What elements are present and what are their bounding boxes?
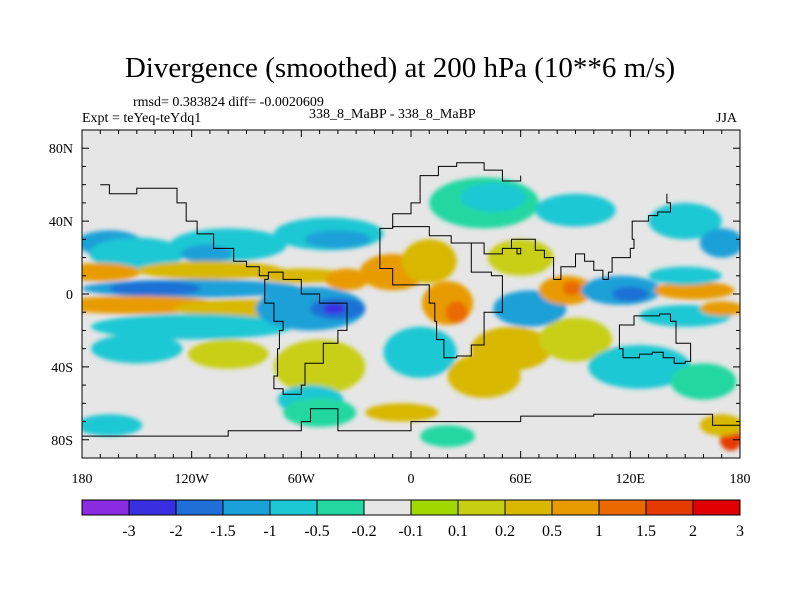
x-tick-label: 180 bbox=[730, 472, 751, 487]
colorbar-label: -3 bbox=[122, 523, 135, 540]
chart-title: Divergence (smoothed) at 200 hPa (10**6 … bbox=[124, 52, 676, 84]
field-blob bbox=[487, 239, 554, 276]
colorbar-label: 1 bbox=[595, 523, 603, 540]
x-tick-label: 0 bbox=[408, 472, 415, 487]
axes: 180 120W 60W 0 60E 120E 180 80N 40N 0 40S 80S bbox=[49, 130, 751, 487]
field-blob bbox=[323, 303, 346, 315]
field-blob bbox=[283, 397, 357, 428]
colorbar-box bbox=[363, 499, 412, 516]
field-blob bbox=[648, 266, 722, 285]
field-blob bbox=[562, 281, 581, 296]
colorbar-label: -1 bbox=[263, 523, 276, 540]
y-tick-label: 0 bbox=[66, 288, 73, 303]
colorbar-box bbox=[222, 499, 271, 516]
field-blob bbox=[82, 414, 143, 437]
colorbar-box bbox=[269, 499, 318, 516]
field-blob bbox=[304, 230, 371, 249]
field-blob bbox=[91, 314, 293, 340]
colorbar-label: 3 bbox=[736, 523, 744, 540]
field-blob bbox=[670, 363, 737, 400]
coastline bbox=[379, 226, 503, 359]
field-blob bbox=[445, 301, 468, 324]
x-tick-label: 180 bbox=[72, 472, 93, 487]
field-blob bbox=[325, 268, 369, 291]
field-blob bbox=[401, 239, 457, 284]
field-blob bbox=[538, 317, 613, 362]
field-blob bbox=[365, 403, 439, 422]
colorbar-box bbox=[692, 499, 741, 516]
colorbar-label: -0.2 bbox=[351, 523, 376, 540]
colorbar: -3 -2 -1.5 -1 -0.5 -0.2 -0.1 0.1 0.2 0.5 1 1.5 2 3 bbox=[81, 499, 744, 540]
rmsd-label: rmsd= 0.383824 diff= -0.0020609 bbox=[133, 95, 324, 110]
colorbar-box bbox=[457, 499, 506, 516]
colorbar-box bbox=[410, 499, 459, 516]
field-blob bbox=[188, 339, 269, 369]
colorbar-box bbox=[175, 499, 224, 516]
x-tick-label: 60E bbox=[509, 472, 532, 487]
colorbar-box bbox=[128, 499, 177, 516]
field-blob bbox=[699, 301, 740, 316]
coastline bbox=[471, 193, 671, 280]
x-tick-label: 120W bbox=[175, 472, 210, 487]
coastlines bbox=[82, 162, 740, 437]
field-blob bbox=[588, 345, 691, 389]
colorbar-box bbox=[81, 499, 130, 516]
colorbar-label: 2 bbox=[689, 523, 697, 540]
x-tick-label: 120E bbox=[616, 472, 646, 487]
season-label: JJA bbox=[716, 111, 738, 126]
y-tick-label: 40N bbox=[49, 215, 73, 230]
x-tick-label: 60W bbox=[288, 472, 316, 487]
field-blob bbox=[273, 339, 366, 395]
colorbar-label: -0.1 bbox=[398, 523, 423, 540]
colorbar-label: 0.2 bbox=[495, 523, 515, 540]
colorbar-label: 1.5 bbox=[636, 523, 656, 540]
y-tick-label: 40S bbox=[51, 361, 73, 376]
colorbar-box bbox=[598, 499, 647, 516]
coastline bbox=[392, 193, 421, 229]
colorbar-label: 0.1 bbox=[448, 523, 468, 540]
field-blob bbox=[699, 228, 740, 258]
field-blob bbox=[612, 286, 649, 302]
field-blob bbox=[91, 334, 183, 364]
center-label: 338_8_MaBP - 338_8_MaBP bbox=[309, 107, 476, 122]
colorbar-label: -0.5 bbox=[304, 523, 329, 540]
colorbar-label: -1.5 bbox=[210, 523, 235, 540]
colorbar-box bbox=[504, 499, 553, 516]
field-blob bbox=[383, 326, 457, 378]
coastline bbox=[618, 313, 692, 364]
field-blob bbox=[654, 281, 735, 300]
expt-label: Expt = teYeq-teYdq1 bbox=[82, 111, 202, 126]
colorbar-box bbox=[316, 499, 365, 516]
field-blob bbox=[420, 425, 475, 448]
coastline bbox=[100, 184, 269, 280]
coastline bbox=[419, 162, 522, 194]
colorbar-label: -2 bbox=[169, 523, 182, 540]
colorbar-box bbox=[551, 499, 600, 516]
field-blob bbox=[447, 354, 521, 398]
field-blob bbox=[109, 281, 201, 296]
field-blob bbox=[460, 182, 527, 212]
y-tick-label: 80N bbox=[49, 142, 73, 157]
y-tick-label: 80S bbox=[51, 434, 73, 449]
field-blob bbox=[535, 193, 616, 227]
field-blob bbox=[180, 244, 232, 264]
field-blob bbox=[82, 263, 141, 282]
coastline bbox=[264, 271, 348, 395]
colorbar-label: 0.5 bbox=[542, 523, 562, 540]
coastline bbox=[82, 408, 740, 437]
field-blob bbox=[89, 237, 185, 271]
colorbar-box bbox=[645, 499, 694, 516]
